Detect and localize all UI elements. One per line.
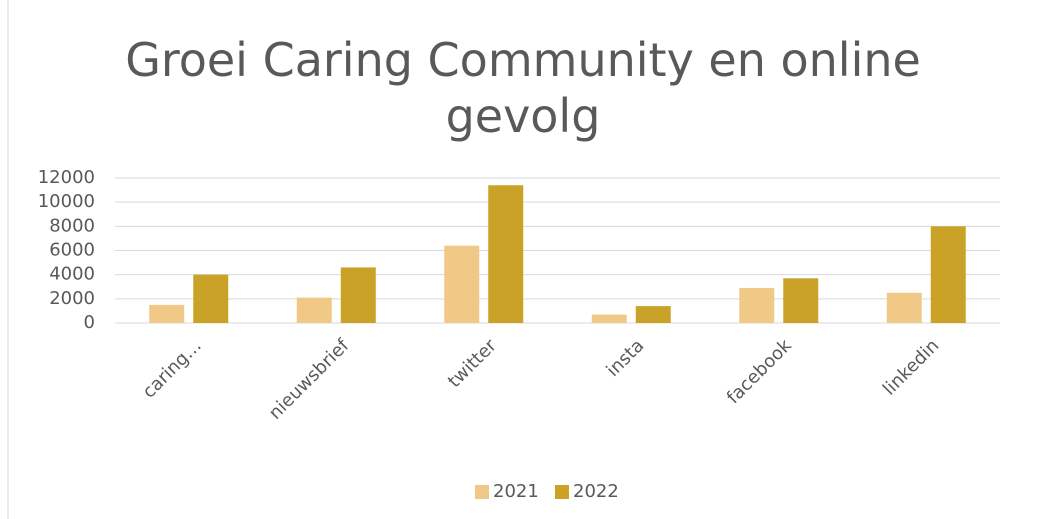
x-tick-label: caring… xyxy=(139,335,206,402)
bar xyxy=(193,274,229,323)
bar xyxy=(296,297,332,323)
y-tick-label: 10000 xyxy=(38,191,95,212)
bar xyxy=(783,278,819,323)
x-tick-label: linkedin xyxy=(879,335,943,399)
bar xyxy=(444,245,480,323)
bar xyxy=(635,306,671,323)
x-tick-label: nieuwsbrief xyxy=(265,335,354,424)
bar xyxy=(591,314,627,323)
y-tick-label: 4000 xyxy=(49,264,95,285)
y-tick-label: 2000 xyxy=(49,288,95,309)
bar xyxy=(149,304,185,323)
y-tick-label: 8000 xyxy=(49,215,95,236)
bar xyxy=(340,267,376,323)
legend-label: 2022 xyxy=(573,481,619,502)
legend-swatch xyxy=(475,485,489,499)
legend-swatch xyxy=(555,485,569,499)
bar xyxy=(739,287,775,323)
legend-label: 2021 xyxy=(493,481,539,502)
y-tick-label: 6000 xyxy=(49,240,95,261)
y-tick-label: 0 xyxy=(84,312,95,333)
x-tick-label: facebook xyxy=(723,335,796,408)
x-tick-label: insta xyxy=(602,335,648,381)
bar xyxy=(488,185,524,323)
x-tick-label: twitter xyxy=(444,335,501,392)
chart-title: Groei Caring Community en online gevolg xyxy=(125,33,921,143)
bar xyxy=(930,226,966,323)
y-tick-label: 12000 xyxy=(38,167,95,188)
bar xyxy=(886,292,922,323)
